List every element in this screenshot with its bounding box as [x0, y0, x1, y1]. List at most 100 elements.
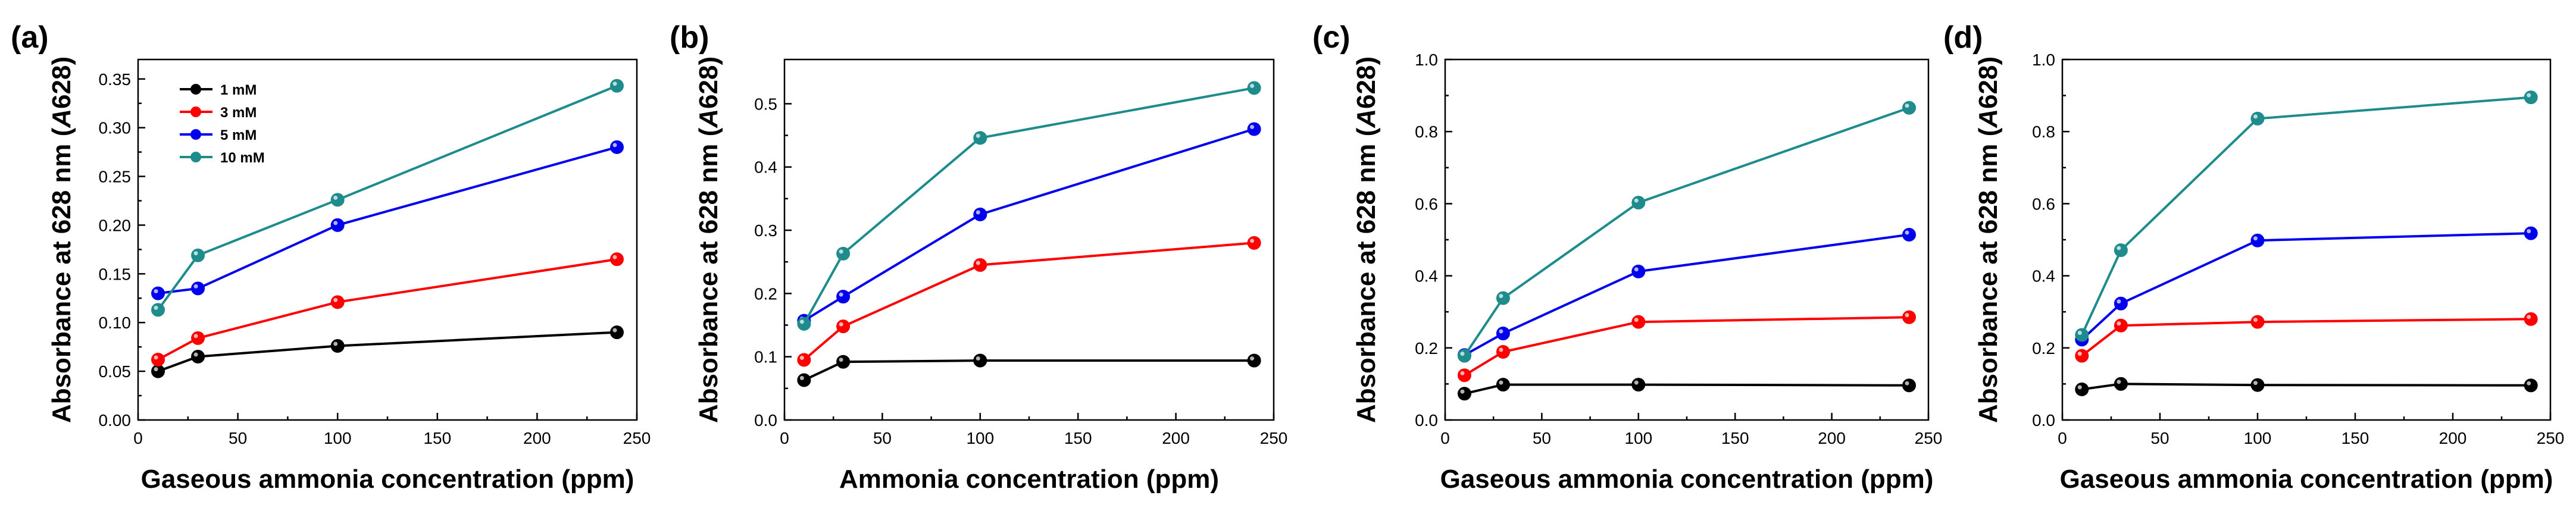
panel-d-series-10-mm-point-30	[2114, 243, 2128, 258]
panel-c-xtick-label-0: 0	[1440, 429, 1450, 447]
panel-b-series-1-mm-line	[804, 359, 1255, 381]
panel-c-series-3-mm-point-highlight-10	[1460, 371, 1465, 375]
panel-a-legend-label-3-mm: 3 mM	[220, 105, 257, 121]
panel-c-series-3-mm	[1457, 310, 1917, 383]
panel-a-xtick-label-50: 50	[229, 429, 247, 447]
panel-c-series-1-mm-point-10	[1457, 387, 1471, 401]
panel-a-xtick-label-200: 200	[523, 429, 551, 447]
panel-a-ytick-label-4: 0.20	[99, 216, 132, 234]
panel-b-ytick-label-3: 0.3	[754, 221, 777, 240]
panel-a-ytick-label-0: 0.00	[99, 411, 132, 430]
panel-a-legend-marker-5-mm	[190, 129, 201, 140]
panel-b-series-3-mm-point-240	[1247, 236, 1261, 250]
panel-a-legend-label-5-mm: 5 mM	[220, 127, 257, 143]
panel-d-series-1-mm-point-highlight-10	[2077, 385, 2082, 390]
panel-c-series-3-mm-point-highlight-30	[1499, 347, 1503, 352]
panel-b-series-10-mm-point-30	[836, 246, 851, 261]
panel-c-series-10-mm-point-highlight-30	[1499, 294, 1503, 299]
panel-d-series-3-mm-point-100	[2250, 315, 2265, 329]
panel-c-xtick-label-200: 200	[1818, 429, 1846, 447]
panel-b-series-1-mm-point-highlight-100	[976, 356, 980, 361]
panel-a-xtick-label-100: 100	[324, 429, 352, 447]
panel-b-series-3-mm-point-highlight-100	[976, 261, 980, 265]
panel-d-series-1-mm	[2075, 377, 2538, 396]
panel-b-series-5-mm-point-highlight-100	[976, 210, 980, 215]
panel-b-series-5-mm	[797, 122, 1261, 328]
panel-a-ytick-label-1: 0.05	[99, 362, 132, 381]
panel-d-series-5-mm-line	[2081, 232, 2531, 341]
panel-d-series-5-mm-point-30	[2114, 296, 2128, 311]
panel-b-xtick-label-250: 250	[1260, 429, 1288, 447]
panel-a-series-3-mm	[151, 252, 624, 366]
panel-a-series-3-mm-point-100	[330, 295, 345, 309]
panel-c-series-1-mm-point-highlight-30	[1499, 380, 1503, 385]
panel-c-series-10-mm	[1457, 101, 1917, 363]
panel-b-xtick-label-50: 50	[873, 429, 892, 447]
panel-c-series-5-mm-point-240	[1902, 228, 1917, 242]
panel-b-series-5-mm-line	[803, 127, 1255, 322]
panel-c-series-3-mm-point-100	[1631, 315, 1646, 329]
panel-a-label: (a)	[11, 20, 49, 55]
panel-c-ytick-label-2: 0.4	[1415, 267, 1438, 286]
panel-d-xtick-label-0: 0	[2058, 429, 2067, 447]
panel-d-series-10-mm-point-10	[2075, 328, 2089, 342]
panel-b-ytick-label-4: 0.4	[754, 158, 777, 177]
panel-a-series-3-mm-point-highlight-30	[193, 334, 198, 338]
panel-d-series-5-mm-point-highlight-240	[2527, 229, 2531, 234]
panel-d-series-5-mm-point-240	[2524, 226, 2538, 240]
panel-d-ytick-label-2: 0.4	[2032, 267, 2055, 286]
panel-b-series-5-mm-point-240	[1247, 122, 1261, 136]
panel-c-series-5-mm-point-30	[1496, 327, 1510, 341]
panel-c-series-1-mm-point-100	[1631, 378, 1646, 392]
panel-b-series-1-mm-point-highlight-240	[1250, 356, 1255, 361]
panel-a-ytick-label-5: 0.25	[99, 168, 132, 186]
panel-a-series-3-mm-line	[157, 258, 617, 361]
panel-c-series-3-mm-point-highlight-240	[1905, 313, 1909, 318]
panel-c-xtick-label-150: 150	[1721, 429, 1749, 447]
panel-c-series-10-mm-point-10	[1457, 349, 1471, 363]
panel-a-series-3-mm-point-30	[191, 331, 205, 345]
panel-c-series-5-mm-point-highlight-30	[1499, 329, 1503, 334]
panel-d-series-3-mm-point-highlight-30	[2117, 321, 2121, 326]
panel-b-series-10-mm-point-highlight-100	[976, 133, 980, 138]
panel-d-series-10-mm-point-240	[2524, 90, 2538, 105]
panel-d-ytick-label-5: 1.0	[2032, 51, 2055, 69]
panel-c-ytick-label-4: 0.8	[1415, 123, 1438, 141]
panel-a-ytick-label-2: 0.10	[99, 314, 132, 332]
panel-c-frame	[1444, 58, 1930, 421]
panel-d-xtick-label-150: 150	[2341, 429, 2369, 447]
panel-c-series-10-mm-line	[1463, 106, 1910, 357]
panel-d-series-10-mm-point-100	[2250, 111, 2265, 126]
panel-a-series-3-mm-point-240	[609, 252, 624, 267]
panel-a-series-1-mm-point-30	[191, 350, 205, 364]
panel-a-series-10-mm-line	[157, 84, 618, 311]
panel-a-series-3-mm-point-highlight-240	[612, 255, 617, 259]
panel-c-series-1-mm	[1457, 378, 1917, 401]
panel-c-series-3-mm-point-10	[1457, 368, 1471, 383]
panel-d: (d) 0 50 100 150 200 250 0.0 0.2 0.4 0.6 0.8 1.0 Gase…	[1943, 20, 2564, 494]
panel-b-ytick-label-1: 0.1	[754, 348, 777, 366]
panel-a-series-10-mm-point-100	[330, 193, 345, 207]
panel-b-ytick-label-5: 0.5	[754, 95, 777, 113]
panel-b-series-10-mm-point-highlight-10	[799, 319, 804, 324]
panel-a-series-1-mm	[151, 325, 624, 378]
panel-d-ytick-label-0: 0.0	[2032, 411, 2055, 430]
panel-b-label: (b)	[670, 20, 709, 55]
panel-a-xtick-label-0: 0	[133, 429, 143, 447]
panel-a-series-5-mm-point-240	[609, 140, 624, 154]
panel-a-series-10-mm-point-highlight-100	[333, 195, 338, 200]
panel-a-series-5-mm-point-highlight-30	[193, 284, 198, 289]
panel-d-x-axis-title: Gaseous ammonia concentration (ppm)	[2060, 465, 2553, 494]
panel-c-series-3-mm-point-highlight-100	[1634, 318, 1639, 322]
panel-c-xtick-label-250: 250	[1915, 429, 1943, 447]
panel-d-series-10-mm	[2075, 90, 2538, 342]
panel-d-xtick-label-250: 250	[2537, 429, 2565, 447]
panel-a-series-1-mm-point-highlight-100	[333, 341, 338, 346]
panel-a-y-axis-title: Absorbance at 628 nm (A628)	[47, 57, 76, 423]
panel-a-legend-label-10-mm: 10 mM	[220, 150, 265, 166]
panel-c-series-10-mm-point-30	[1496, 291, 1510, 305]
panel-b-series-3-mm-point-highlight-10	[799, 356, 804, 360]
panel-c-series-10-mm-point-240	[1902, 101, 1917, 115]
panel-a-ytick-label-7: 0.35	[99, 70, 132, 89]
